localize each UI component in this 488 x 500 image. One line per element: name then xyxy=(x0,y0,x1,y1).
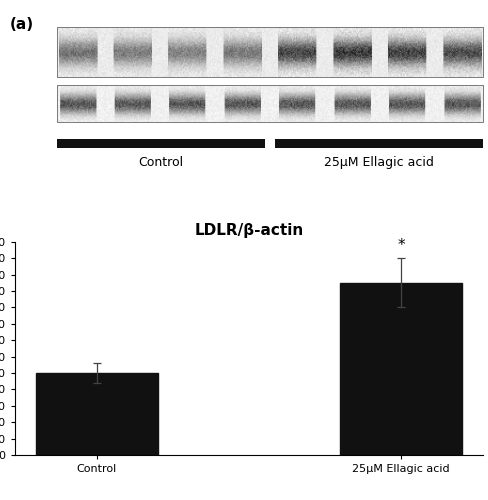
Bar xyxy=(57,86,483,122)
Text: (a): (a) xyxy=(10,17,34,32)
Text: Control: Control xyxy=(139,156,183,170)
Bar xyxy=(36,373,158,455)
Text: *: * xyxy=(397,238,405,254)
Bar xyxy=(275,140,483,148)
Title: LDLR/β-actin: LDLR/β-actin xyxy=(194,223,304,238)
Text: 25μM Ellagic acid: 25μM Ellagic acid xyxy=(324,156,434,170)
Bar xyxy=(57,27,483,77)
Bar xyxy=(340,283,462,455)
Bar xyxy=(57,140,265,148)
